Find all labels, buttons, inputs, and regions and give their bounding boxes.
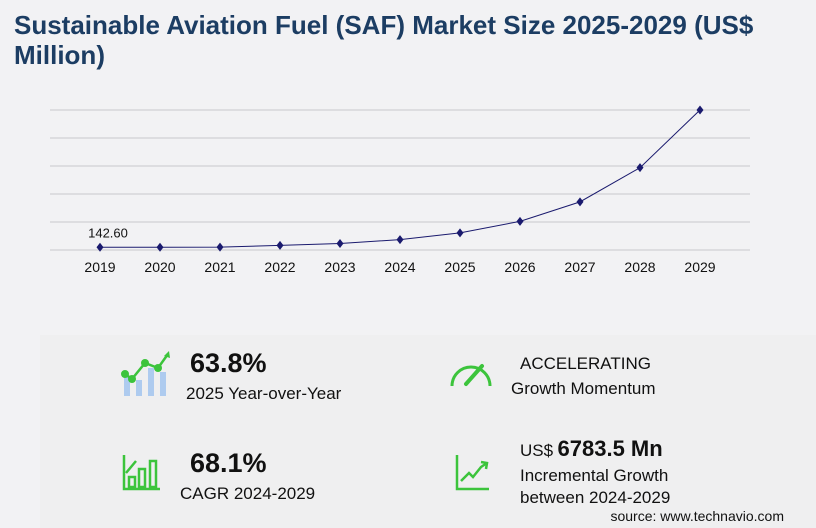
trend-up-icon: [455, 455, 489, 491]
bar-growth-icon: [122, 455, 160, 491]
incremental-amount: 6783.5 Mn: [557, 436, 663, 461]
x-tick-label: 2027: [564, 259, 595, 275]
x-tick-label: 2019: [84, 259, 115, 275]
growth-chart-icon: [121, 351, 170, 396]
speedometer-icon: [450, 364, 492, 387]
cagr-value: 68.1%: [190, 448, 267, 478]
x-tick-label: 2024: [384, 259, 415, 275]
data-point: [216, 242, 224, 252]
x-tick-label: 2022: [264, 259, 295, 275]
incremental-label-2: between 2024-2029: [520, 488, 671, 507]
data-point: [336, 239, 344, 249]
kpi-panel: [40, 335, 816, 528]
x-tick-label: 2020: [144, 259, 175, 275]
x-tick-label: 2026: [504, 259, 535, 275]
x-tick-label: 2029: [684, 259, 715, 275]
x-tick-label: 2028: [624, 259, 655, 275]
momentum-value: ACCELERATING: [520, 354, 651, 373]
series-line: [99, 109, 701, 248]
data-point: [576, 197, 584, 207]
source-text: source: www.technavio.com: [610, 508, 784, 524]
cagr-label: CAGR 2024-2029: [180, 484, 316, 503]
data-point: [396, 235, 404, 245]
yoy-value: 63.8%: [190, 348, 267, 378]
incremental-label-1: Incremental Growth: [520, 466, 669, 485]
x-tick-label: 2021: [204, 259, 235, 275]
data-label: 142.60: [88, 225, 128, 240]
data-point: [696, 105, 704, 115]
data-point: [276, 240, 284, 250]
data-point: [456, 228, 464, 238]
data-point: [516, 216, 524, 226]
x-tick-label: 2025: [444, 259, 475, 275]
currency-prefix: US$: [520, 441, 554, 460]
line-chart: 2019 2020 2021 2022 2023 2024 2025 2026 2027 2028…: [50, 105, 750, 275]
data-point: [96, 242, 104, 252]
yoy-label: 2025 Year-over-Year: [186, 384, 342, 403]
chart-title: Sustainable Aviation Fuel (SAF) Market S…: [14, 10, 754, 70]
incremental-value: US$ 6783.5 Mn: [520, 436, 663, 462]
data-point: [156, 242, 164, 252]
x-tick-label: 2023: [324, 259, 355, 275]
data-point: [636, 163, 644, 173]
momentum-label: Growth Momentum: [511, 379, 656, 398]
